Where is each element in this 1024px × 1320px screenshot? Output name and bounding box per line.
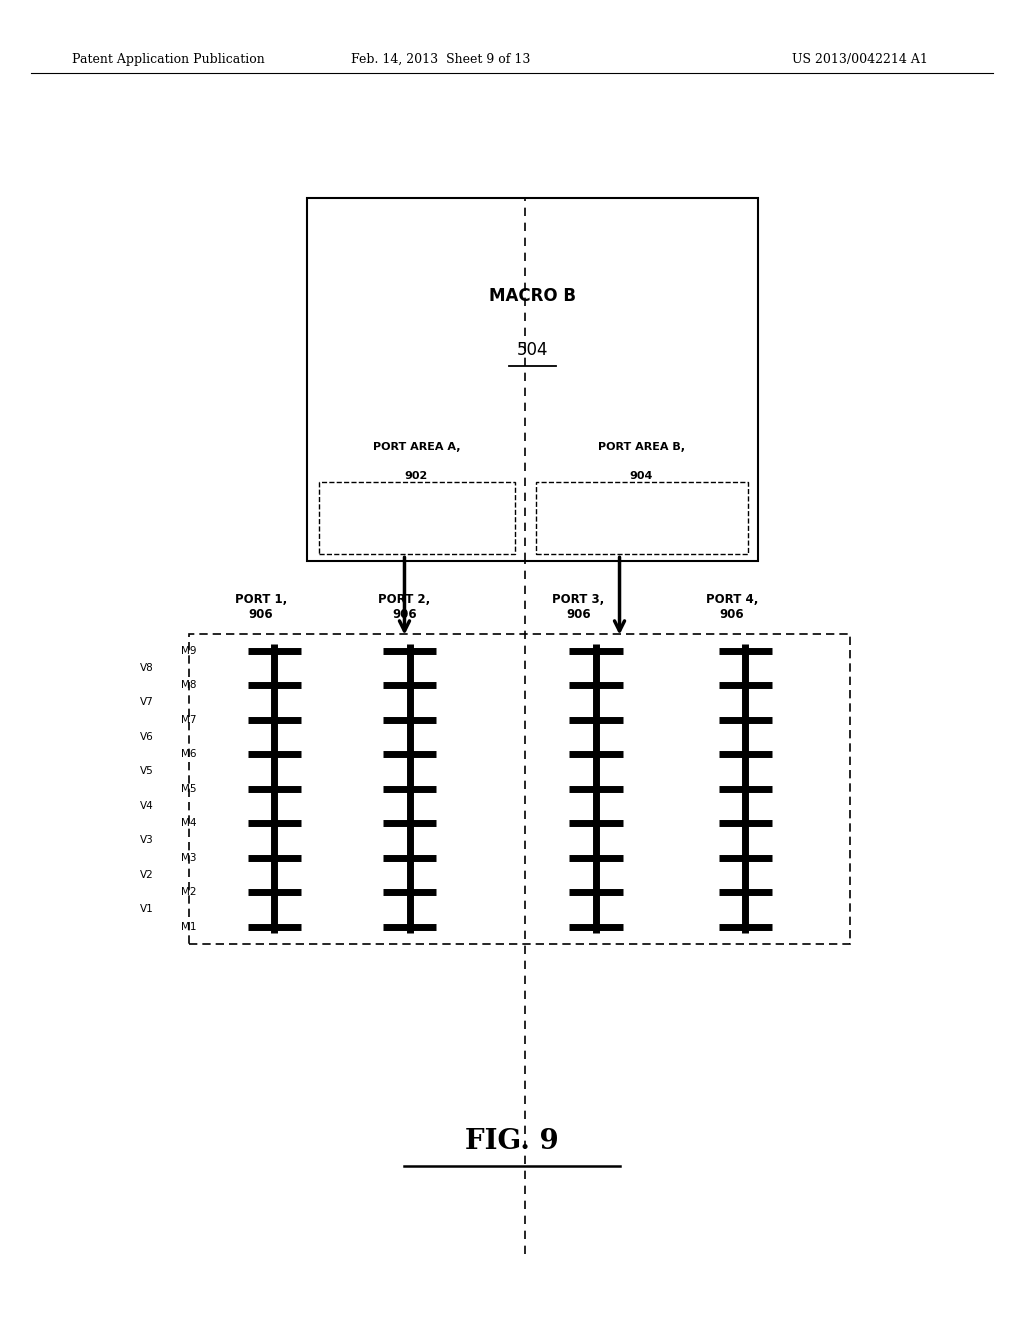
Text: 902: 902 [404, 471, 428, 482]
Text: M4: M4 [181, 818, 197, 828]
Text: US 2013/0042214 A1: US 2013/0042214 A1 [793, 53, 928, 66]
Text: M7: M7 [181, 714, 197, 725]
Text: V5: V5 [140, 767, 154, 776]
Text: 504: 504 [517, 342, 548, 359]
Text: V3: V3 [140, 836, 154, 845]
Text: V4: V4 [140, 801, 154, 810]
Text: M1: M1 [181, 921, 197, 932]
Text: M3: M3 [181, 853, 197, 863]
Text: PORT AREA B,: PORT AREA B, [598, 442, 685, 453]
Text: M5: M5 [181, 784, 197, 793]
Bar [536, 482, 748, 554]
Text: V8: V8 [140, 663, 154, 673]
Text: PORT AREA A,: PORT AREA A, [373, 442, 460, 453]
Text: FIG. 9: FIG. 9 [465, 1129, 559, 1155]
Text: PORT 4,
906: PORT 4, 906 [706, 593, 759, 622]
Text: V7: V7 [140, 697, 154, 708]
Text: MACRO B: MACRO B [489, 286, 575, 305]
Bar [307, 198, 758, 561]
Text: M8: M8 [181, 680, 197, 690]
Text: V6: V6 [140, 733, 154, 742]
Text: Feb. 14, 2013  Sheet 9 of 13: Feb. 14, 2013 Sheet 9 of 13 [350, 53, 530, 66]
Text: V1: V1 [140, 904, 154, 915]
Text: M6: M6 [181, 750, 197, 759]
Text: 904: 904 [630, 471, 653, 482]
Text: PORT 3,
906: PORT 3, 906 [552, 593, 605, 622]
Text: PORT 2,
906: PORT 2, 906 [378, 593, 431, 622]
Text: V2: V2 [140, 870, 154, 880]
Text: PORT 1,
906: PORT 1, 906 [234, 593, 288, 622]
Bar [189, 634, 850, 944]
Bar [319, 482, 515, 554]
Text: M9: M9 [181, 645, 197, 656]
Text: M2: M2 [181, 887, 197, 898]
Text: Patent Application Publication: Patent Application Publication [72, 53, 264, 66]
